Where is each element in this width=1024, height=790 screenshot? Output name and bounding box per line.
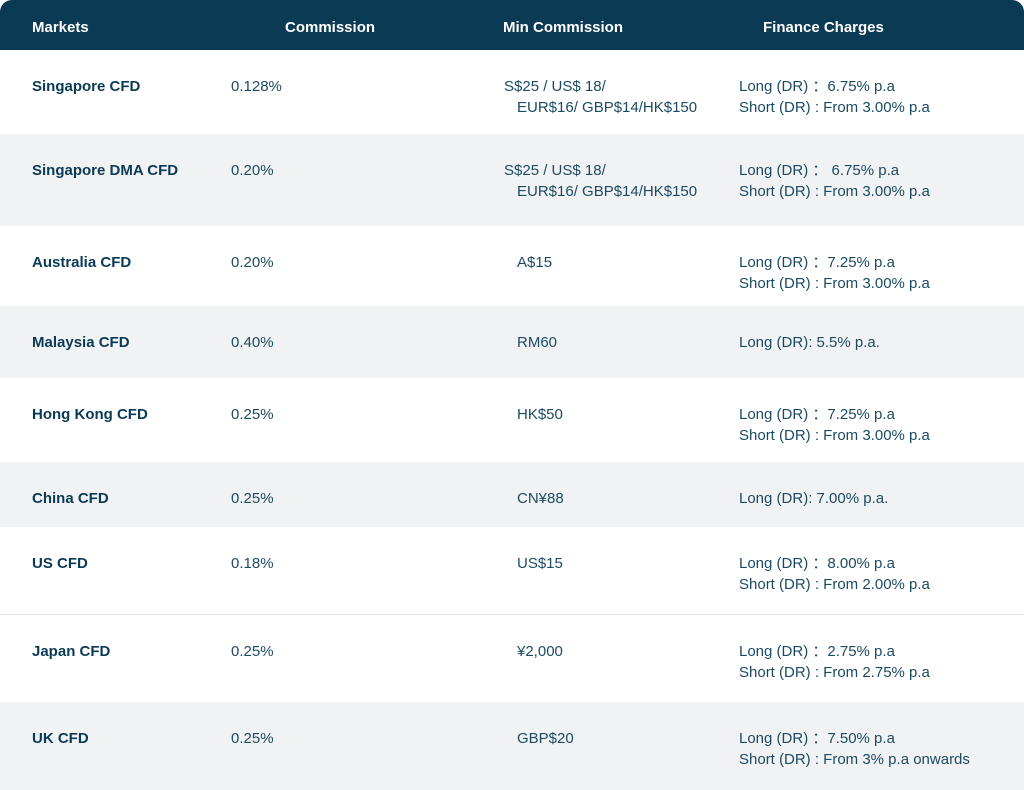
header-min-commission: Min Commission xyxy=(503,19,624,36)
finance-charges-value: Long (DR) ：2.75% p.a Short (DR) : From 2… xyxy=(739,643,930,681)
commission-value: 0.128% xyxy=(231,78,282,95)
table-row: Japan CFD 0.25% ¥2,000 Long (DR) ：2.75% … xyxy=(0,615,1024,702)
market-name: UK CFD xyxy=(32,730,89,747)
min-commission-value: S$25 / US$ 18/ EUR$16/ GBP$14/HK$150 xyxy=(504,162,698,200)
market-name: Japan CFD xyxy=(32,643,111,660)
finance-charges-value: Long (DR) ：8.00% p.a Short (DR) : From 2… xyxy=(739,555,930,593)
finance-charges-value: Long (DR): 5.5% p.a. xyxy=(739,334,880,351)
commission-value: 0.20% xyxy=(231,254,274,271)
min-commission-value: RM60 xyxy=(517,334,558,351)
table-row: Malaysia CFD 0.40% RM60 Long (DR): 5.5% … xyxy=(0,306,1024,378)
commission-value: 0.25% xyxy=(231,406,274,423)
min-commission-value: US$15 xyxy=(517,555,563,572)
market-name: US CFD xyxy=(32,555,88,572)
table-row: US CFD 0.18% US$15 Long (DR) ：8.00% p.a … xyxy=(0,527,1024,615)
header-commission: Commission xyxy=(285,19,376,36)
table-header: Markets Commission Min Commission Financ… xyxy=(0,0,1024,50)
market-name: Hong Kong CFD xyxy=(32,406,148,423)
market-name: Australia CFD xyxy=(32,254,132,271)
finance-charges-value: Long (DR) ：6.75% p.a Short (DR) : From 3… xyxy=(739,78,930,116)
commission-value: 0.18% xyxy=(231,555,274,572)
table-row: Hong Kong CFD 0.25% HK$50 Long (DR) ：7.2… xyxy=(0,378,1024,462)
min-commission-value: ¥2,000 xyxy=(517,643,563,660)
min-commission-value: S$25 / US$ 18/ EUR$16/ GBP$14/HK$150 xyxy=(504,78,698,116)
market-name: Singapore DMA CFD xyxy=(32,162,179,179)
table-row: UK CFD 0.25% GBP$20 Long (DR) ：7.50% p.a… xyxy=(0,702,1024,790)
table-row: Singapore CFD 0.128% S$25 / US$ 18/ EUR$… xyxy=(0,50,1024,134)
market-name: Singapore CFD xyxy=(32,78,141,95)
min-commission-value: HK$50 xyxy=(517,406,563,423)
finance-charges-value: Long (DR) ：7.25% p.a Short (DR) : From 3… xyxy=(739,406,930,444)
min-commission-value: GBP$20 xyxy=(517,730,574,747)
table-row: Singapore DMA CFD 0.20% S$25 / US$ 18/ E… xyxy=(0,134,1024,226)
finance-charges-value: Long (DR) ：7.50% p.a Short (DR) : From 3… xyxy=(739,730,970,768)
commission-value: 0.25% xyxy=(231,490,274,507)
market-name: Malaysia CFD xyxy=(32,334,130,351)
min-commission-value: CN¥88 xyxy=(517,490,564,507)
commission-value: 0.25% xyxy=(231,643,274,660)
finance-charges-value: Long (DR) ： 6.75% p.a Short (DR) : From … xyxy=(739,162,930,200)
header-finance-charges: Finance Charges xyxy=(763,19,884,36)
table-row: China CFD 0.25% CN¥88 Long (DR): 7.00% p… xyxy=(0,462,1024,527)
min-commission-value: A$15 xyxy=(517,254,553,271)
finance-charges-value: Long (DR): 7.00% p.a. xyxy=(739,490,889,507)
header-markets: Markets xyxy=(32,19,89,36)
commission-value: 0.40% xyxy=(231,334,274,351)
market-name: China CFD xyxy=(32,490,109,507)
commission-value: 0.20% xyxy=(231,162,274,179)
finance-charges-value: Long (DR) ：7.25% p.a Short (DR) : From 3… xyxy=(739,254,930,292)
table-row: Australia CFD 0.20% A$15 Long (DR) ：7.25… xyxy=(0,226,1024,306)
commission-value: 0.25% xyxy=(231,730,274,747)
